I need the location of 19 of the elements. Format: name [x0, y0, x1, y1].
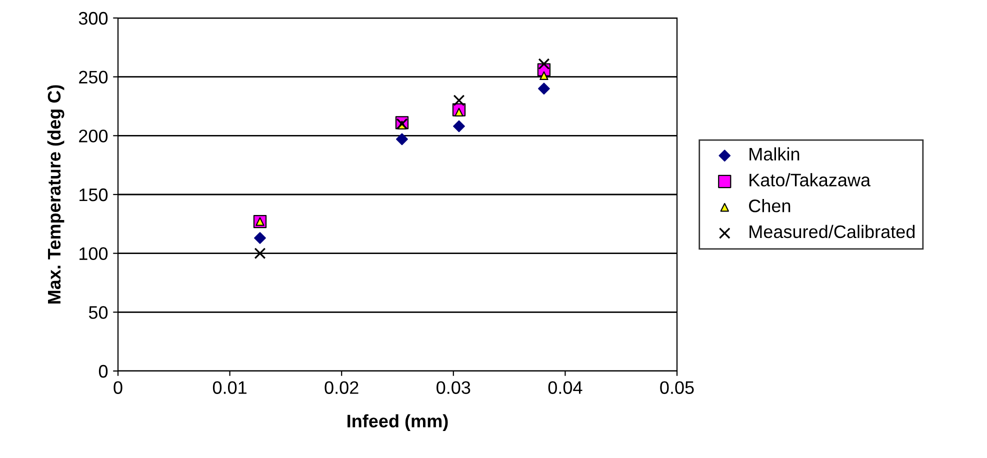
y-tick-label: 0 — [98, 364, 108, 378]
legend-label: Kato/Takazawa — [750, 173, 871, 186]
legend-label: Malkin — [750, 147, 800, 161]
x-tick-label: 0.03 — [436, 381, 470, 394]
x-axis-title: Infeed (mm) — [348, 414, 448, 432]
x-tick-label: 0 — [114, 381, 122, 394]
x-tick-label: 0.02 — [324, 381, 358, 394]
y-tick-label: 250 — [79, 70, 108, 84]
y-tick-label: 200 — [79, 130, 108, 142]
x-tick-label: 0.05 — [660, 381, 694, 394]
y-tick-label: 300 — [78, 12, 108, 25]
x-tick-label: 0.04 — [548, 381, 582, 394]
y-tick-label: 50 — [88, 306, 108, 319]
y-tick-label: 150 — [80, 188, 108, 202]
legend-label: Measured/Calibrated — [750, 224, 915, 238]
y-tick-label: 100 — [80, 247, 108, 260]
y-axis-title: Max. Temperature (deg C) — [47, 85, 64, 304]
x-tick-label: 0.01 — [212, 381, 246, 394]
legend-label: Chen — [749, 199, 790, 212]
